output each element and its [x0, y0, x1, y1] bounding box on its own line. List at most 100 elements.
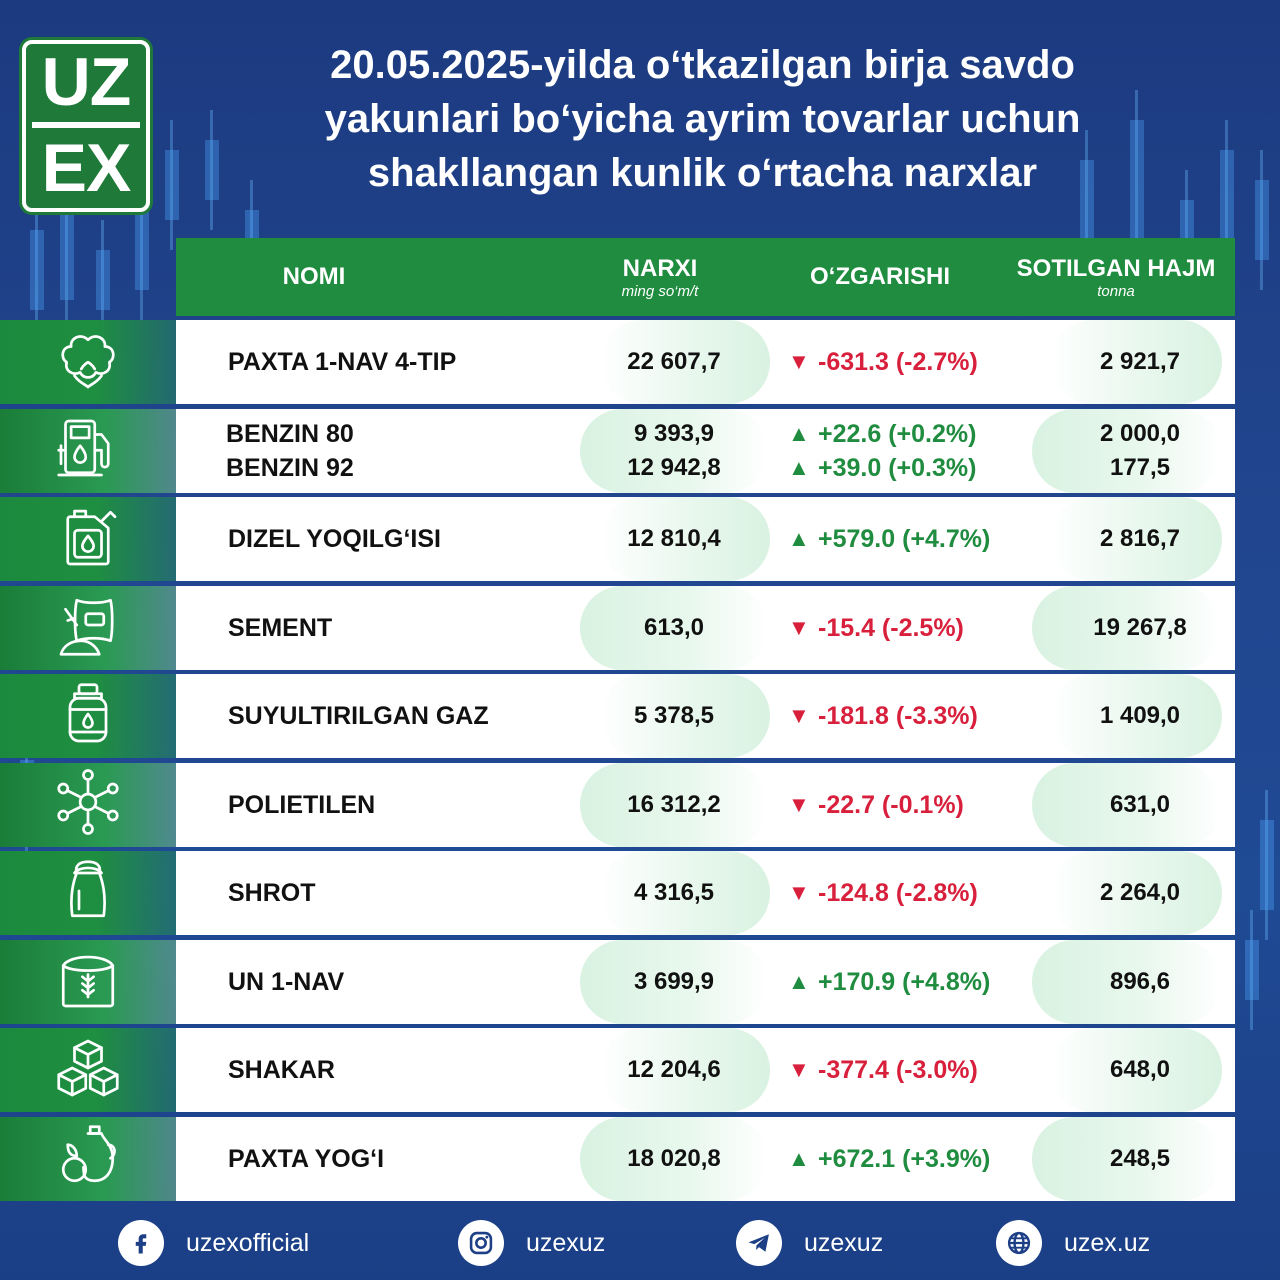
price-pill [580, 939, 768, 1024]
commodity-name-line: PAXTA YOG‘I [228, 1144, 385, 1173]
change-text: +39.0 (+0.3%) [818, 453, 977, 482]
commodity-name: SHROT [228, 851, 316, 935]
title-line3: shakllangan kunlik o‘rtacha narxlar [367, 151, 1038, 195]
commodity-name: DIZEL YOQILG‘ISI [228, 497, 441, 581]
row-icon-box [0, 320, 176, 404]
telegram-handle: uzexuz [804, 1228, 884, 1257]
change-text: +170.9 (+4.8%) [818, 967, 991, 996]
change-line: ▼ -181.8 (-3.3%) [788, 699, 1028, 733]
change-line: ▼ -124.8 (-2.8%) [788, 876, 1028, 910]
row-icon-box [0, 762, 176, 847]
volume-pill [1032, 762, 1222, 847]
price-line: 22 607,7 [627, 348, 721, 375]
volume-line: 2 264,0 [1099, 879, 1181, 906]
price-value: 5 378,5 [580, 674, 768, 758]
commodity-name: SEMENT [228, 586, 332, 670]
telegram-link[interactable]: uzexuz [736, 1220, 883, 1266]
change-value: ▼ -22.7 (-0.1%) [788, 763, 1028, 847]
commodity-name-line: POLIETILEN [228, 790, 376, 819]
up-arrow-icon: ▲ [788, 454, 810, 480]
change-line: ▲ +39.0 (+0.3%) [788, 451, 1028, 485]
price-line: 3 699,9 [633, 967, 715, 995]
fuel-pump-icon [52, 412, 124, 489]
price-pill [600, 851, 770, 935]
price-pill [580, 762, 768, 847]
cotton-icon [52, 324, 124, 401]
globe-icon [996, 1220, 1042, 1266]
commodity-name-line: SEMENT [228, 613, 333, 642]
row-icon-box [0, 851, 176, 935]
volume-line: 248,5 [1109, 1144, 1171, 1172]
price-value: 12 810,4 [580, 497, 768, 581]
volume-value: 1 409,0 [1040, 674, 1240, 758]
row-icon-box [0, 585, 176, 670]
facebook-icon [118, 1220, 164, 1266]
commodity-name: SHAKAR [228, 1028, 335, 1112]
jerrycan-icon [52, 501, 124, 578]
table-row: PAXTA YOG‘I 18 020,8 ▲ +672.1 (+3.9%) 248,… [0, 1116, 1235, 1201]
facebook-link[interactable]: uzexofficial [118, 1220, 309, 1266]
price-value: 18 020,8 [580, 1117, 768, 1201]
table-row: SEMENT 613,0 ▼ -15.4 (-2.5%) 19 267,8 [0, 585, 1235, 670]
volume-value: 631,0 [1040, 763, 1240, 847]
volume-value: 248,5 [1040, 1117, 1240, 1201]
header-volume-label: SOTILGAN HAJM [1016, 254, 1216, 282]
volume-pill [1050, 320, 1222, 404]
website-link[interactable]: uzex.uz [996, 1220, 1150, 1266]
change-line: ▼ -377.4 (-3.0%) [788, 1053, 1028, 1087]
row-icon-box [0, 1116, 176, 1201]
change-value: ▼ -181.8 (-3.3%) [788, 674, 1028, 758]
down-arrow-icon: ▼ [788, 1057, 810, 1082]
row-icon-box [0, 497, 176, 581]
price-value: 9 393,9 12 942,8 [580, 409, 768, 493]
price-pill [580, 408, 768, 493]
website-url: uzex.uz [1064, 1228, 1151, 1257]
price-value: 4 316,5 [580, 851, 768, 935]
price-line: 4 316,5 [633, 879, 715, 906]
change-value: ▼ -377.4 (-3.0%) [788, 1028, 1028, 1112]
table-row: BENZIN 80 BENZIN 92 9 393,9 12 942,8 ▲ +22.… [0, 408, 1235, 493]
logo-line2: EX [41, 130, 132, 206]
volume-pill [1032, 1116, 1222, 1201]
header-volume: SOTILGAN HAJM tonna [1000, 238, 1232, 316]
header-name-label: NOMI [282, 263, 346, 290]
gas-cylinder-icon [52, 678, 124, 755]
table-row: POLIETILEN 16 312,2 ▼ -22.7 (-0.1%) 631,0 [0, 762, 1235, 847]
change-line: ▲ +170.9 (+4.8%) [788, 965, 1028, 999]
instagram-link[interactable]: uzexuz [458, 1220, 605, 1266]
change-line: ▼ -15.4 (-2.5%) [788, 611, 1028, 645]
change-text: +22.6 (+0.2%) [818, 419, 977, 448]
volume-value: 2 816,7 [1040, 497, 1240, 581]
footer: uzexofficial uzexuz uzexuz uzex.uz [0, 1208, 1280, 1280]
change-value: ▲ +170.9 (+4.8%) [788, 940, 1028, 1024]
volume-pill [1032, 408, 1222, 493]
change-line: ▼ -22.7 (-0.1%) [788, 788, 1028, 822]
change-value: ▲ +579.0 (+4.7%) [788, 497, 1028, 581]
commodity-name-line: SHROT [228, 879, 316, 907]
logo-separator [32, 122, 140, 128]
table-row: DIZEL YOQILG‘ISI 12 810,4 ▲ +579.0 (+4.7%… [0, 497, 1235, 581]
commodity-name-line: SUYULTIRILGAN GAZ [228, 702, 489, 730]
down-arrow-icon: ▼ [788, 791, 810, 817]
price-pill [600, 1028, 770, 1112]
price-line: 12 810,4 [627, 525, 721, 552]
oil-jug-icon [52, 1120, 124, 1197]
price-value: 3 699,9 [580, 940, 768, 1024]
price-pill [600, 497, 770, 581]
change-text: +579.0 (+4.7%) [818, 525, 991, 553]
change-text: -377.4 (-3.0%) [818, 1056, 978, 1084]
volume-pill [1032, 939, 1222, 1024]
table-row: SHROT 4 316,5 ▼ -124.8 (-2.8%) 2 264,0 [0, 851, 1235, 935]
price-line: 16 312,2 [627, 790, 721, 818]
volume-line: 631,0 [1109, 790, 1171, 818]
up-arrow-icon: ▲ [788, 968, 810, 994]
down-arrow-icon: ▼ [788, 349, 810, 374]
sugar-cubes-icon [52, 1032, 124, 1109]
change-value: ▼ -631.3 (-2.7%) [788, 320, 1028, 404]
title-line1: 20.05.2025-yilda o‘tkazilgan birja savdo [330, 43, 1075, 87]
up-arrow-icon: ▲ [788, 526, 810, 551]
price-pill [600, 674, 770, 758]
table-row: SUYULTIRILGAN GAZ 5 378,5 ▼ -181.8 (-3.3%… [0, 674, 1235, 758]
commodity-name: PAXTA YOG‘I [228, 1117, 384, 1201]
instagram-icon [458, 1220, 504, 1266]
